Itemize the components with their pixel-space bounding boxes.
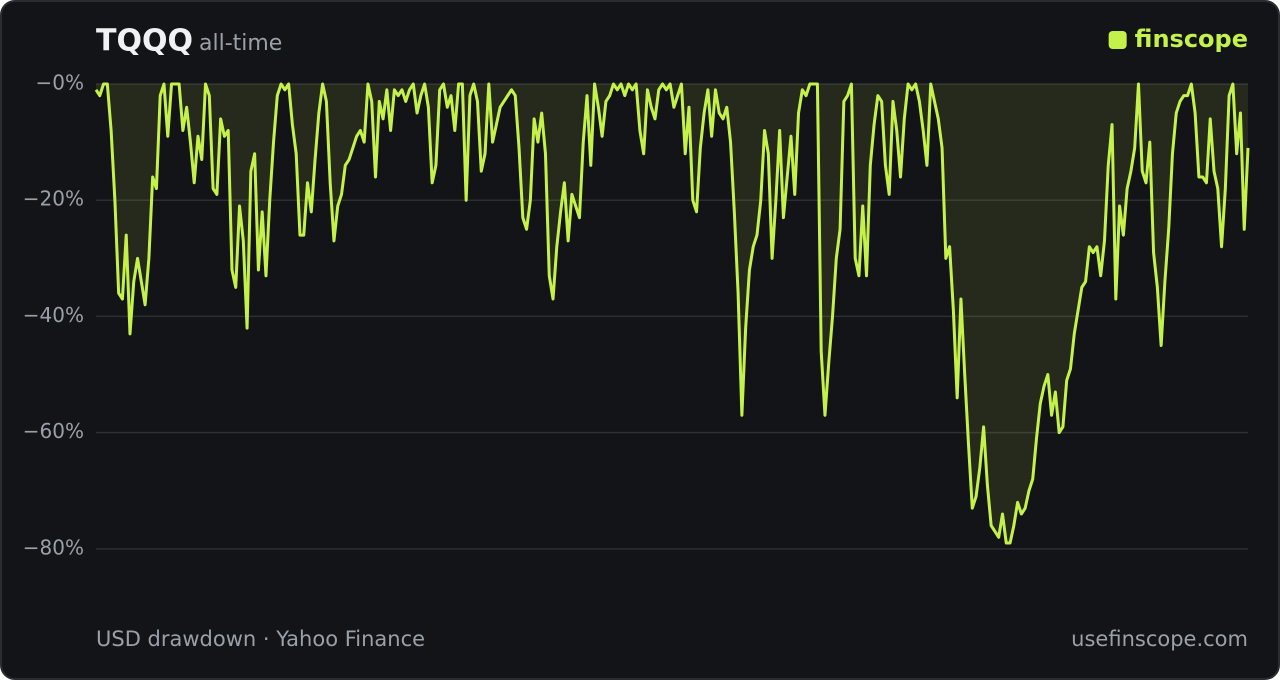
- y-tick-label: −80%: [23, 535, 84, 559]
- chart-subtitle: all-time: [199, 31, 282, 56]
- chart-title: TQQQ: [96, 24, 193, 59]
- y-tick-label: −60%: [23, 419, 84, 443]
- plot: [94, 82, 1250, 545]
- footer-site: usefinscope.com: [1071, 627, 1248, 651]
- footer-source: USD drawdown · Yahoo Finance: [96, 627, 425, 651]
- brand-icon: [1108, 31, 1127, 49]
- line: [94, 82, 1250, 545]
- y-tick-label: −20%: [23, 187, 84, 211]
- brand: finscope: [1135, 25, 1248, 53]
- y-tick-label: −0%: [36, 71, 85, 95]
- y-tick-label: −40%: [23, 303, 84, 327]
- area: [96, 84, 1248, 544]
- grid: −0% −20% −40% −60% −80%: [23, 71, 1248, 559]
